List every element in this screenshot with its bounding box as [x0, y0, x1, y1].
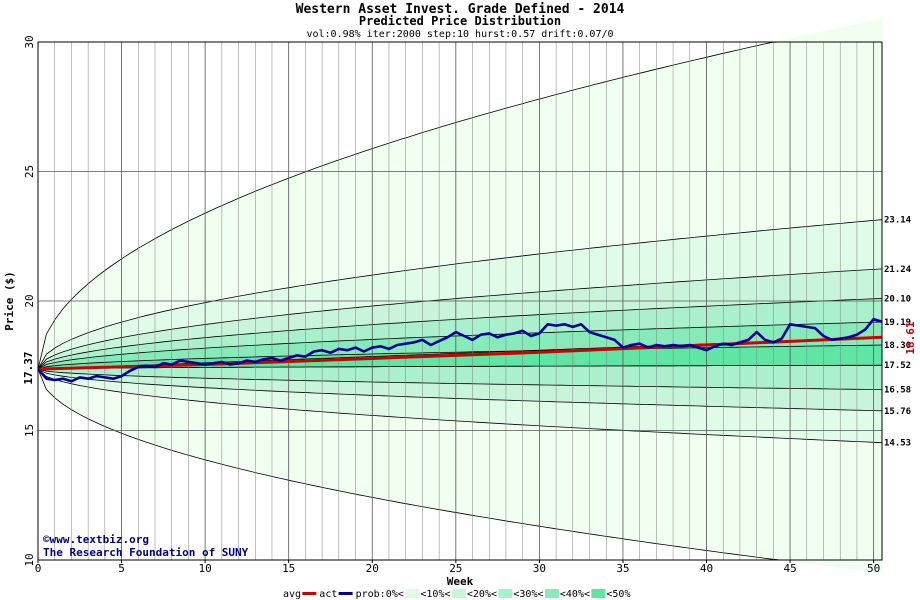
band-upper-line-2 [37, 268, 883, 370]
x-tick-label-10: 10 [199, 562, 212, 575]
axes: 0 5 10 15 20 25 30 35 40 45 50 10 15 20 25 30 [23, 35, 880, 575]
legend-label-6: <40%< [560, 589, 590, 600]
band-end-label-1: 21.24 [884, 265, 912, 275]
chart-params: vol:0.98% iter:2000 step:10 hurst:0.57 d… [306, 29, 613, 40]
band-end-labels: 23.14 21.24 20.10 19.19 18.30 17.52 16.58 15.76… [884, 216, 912, 449]
legend-label-2: prob:0%< [356, 589, 404, 600]
y-tick-label-15: 15 [23, 424, 36, 437]
legend-swatch-band-3 [451, 589, 466, 598]
legend: avg act prob:0%< <10%< <20%< <30%< <40%< <50% [283, 589, 630, 600]
x-tick-label-50: 50 [867, 562, 880, 575]
x-tick-label-40: 40 [700, 562, 713, 575]
band-upper-line-4 [37, 321, 883, 370]
legend-swatch-band-5 [544, 589, 559, 598]
x-tick-label-5: 5 [118, 562, 125, 575]
legend-label-7: <50% [606, 589, 630, 600]
legend-label-5: <30%< [513, 589, 543, 600]
x-tick-label-35: 35 [616, 562, 629, 575]
envelope-lower-line [37, 368, 882, 561]
band-lower-line-3 [37, 368, 883, 390]
x-tick-label-25: 25 [449, 562, 462, 575]
start-price-label: 17.37 [22, 351, 35, 384]
x-tick-label-0: 0 [35, 562, 42, 575]
band-end-label-6: 16.58 [884, 386, 911, 396]
legend-label-4: <20%< [467, 589, 497, 600]
y-axis-label: Price ($) [3, 271, 16, 331]
band-lower-line-2 [37, 368, 883, 412]
band-end-label-0: 23.14 [884, 216, 912, 226]
legend-label-3: <10%< [420, 589, 450, 600]
legend-swatch-band-2 [405, 589, 420, 598]
plot-frame [37, 41, 883, 561]
x-axis-label: Week [447, 575, 474, 588]
chart-subtitle: Predicted Price Distribution [359, 14, 561, 28]
credit-url: ©www.textbiz.org [43, 533, 149, 546]
band-end-label-5: 17.52 [884, 361, 911, 371]
probability-bands [37, 18, 883, 573]
y-tick-label-30: 30 [23, 35, 36, 48]
legend-label-1: act [319, 589, 337, 600]
band-lower-line-1 [37, 368, 883, 444]
envelope-upper-line [37, 41, 882, 370]
actual-series-line [37, 317, 883, 383]
series-lines [37, 317, 883, 383]
band-end-label-2: 20.10 [884, 294, 911, 304]
band-end-label-8: 14.53 [884, 439, 911, 449]
legend-label-0: avg [283, 589, 301, 600]
credit-org: The Research Foundation of SUNY [43, 546, 249, 559]
legend-swatch-act [338, 592, 353, 595]
band-upper-line-5 [37, 344, 883, 370]
legend-swatch-band-6 [591, 589, 606, 598]
band-end-label-3: 19.19 [884, 318, 911, 328]
y-tick-label-10: 10 [23, 553, 36, 566]
x-tick-label-15: 15 [282, 562, 295, 575]
band-lower-line-5 [37, 364, 883, 370]
x-tick-label-30: 30 [533, 562, 546, 575]
y-tick-label-20: 20 [23, 294, 36, 307]
band-upper-line-3 [37, 298, 883, 370]
y-tick-label-25: 25 [23, 165, 36, 178]
band-end-label-7: 15.76 [884, 407, 911, 417]
band-upper-line-1 [37, 219, 883, 370]
actual-last-label: 18.61 [904, 321, 917, 354]
x-tick-label-20: 20 [366, 562, 379, 575]
band-end-label-4: 18.30 [884, 341, 911, 351]
legend-swatch-band-4 [498, 589, 513, 598]
chart-title: Western Asset Invest. Grade Defined - 20… [296, 2, 625, 17]
x-tick-label-45: 45 [783, 562, 796, 575]
legend-swatch-avg [302, 592, 317, 595]
